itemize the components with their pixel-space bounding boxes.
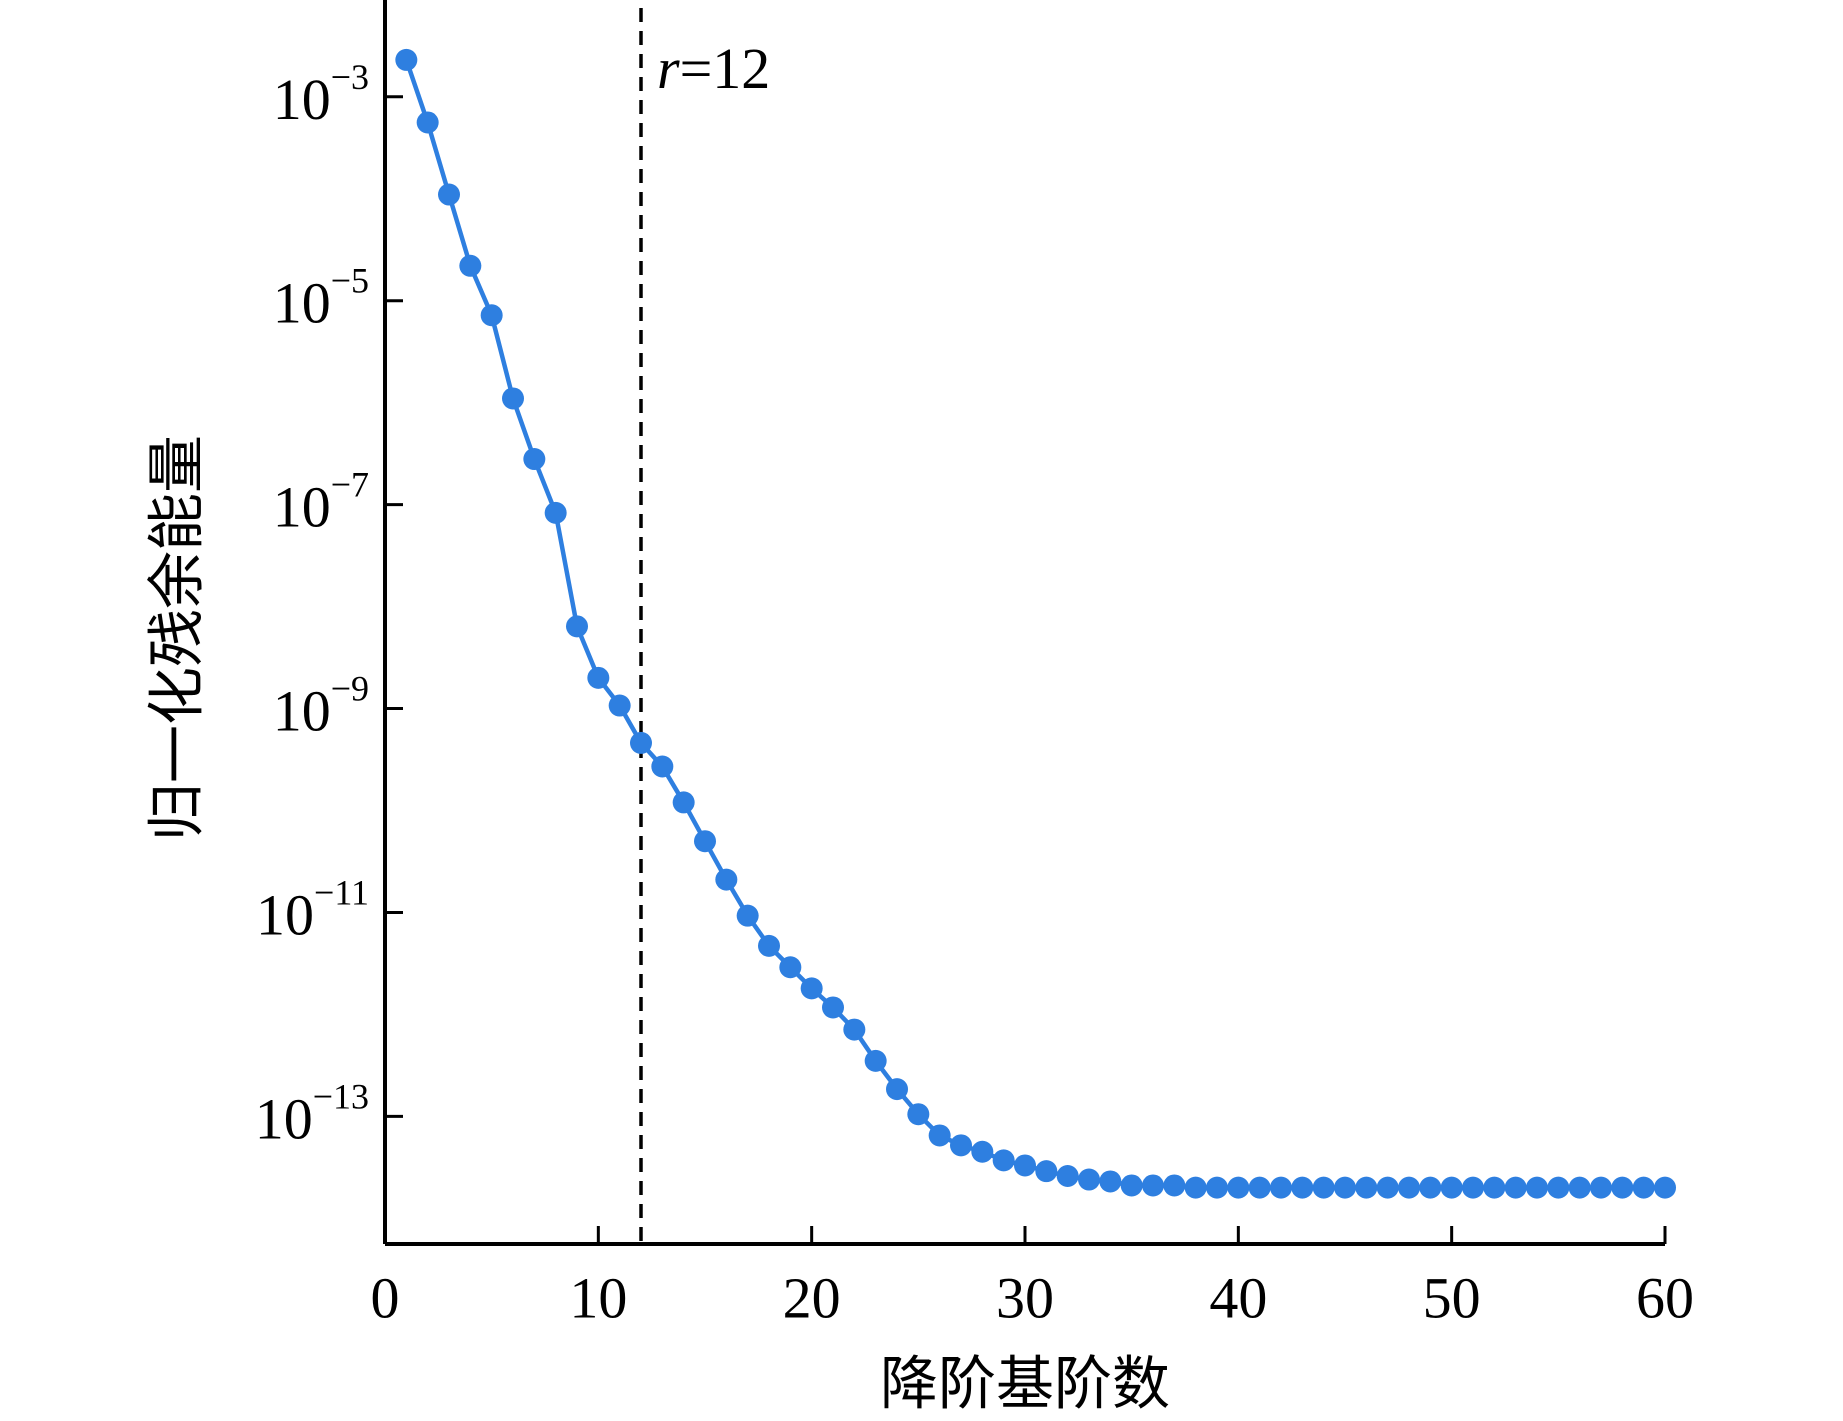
y-tick-label: 10−11 [256, 872, 369, 947]
data-point [950, 1134, 972, 1157]
y-tick-label: 10−9 [273, 669, 369, 744]
x-tick-label: 20 [783, 1265, 841, 1330]
data-point [1398, 1176, 1420, 1199]
data-point [907, 1103, 930, 1126]
data-point [672, 791, 695, 814]
data-point [715, 868, 738, 891]
x-axis-label: 降阶基阶数 [880, 1351, 1170, 1416]
data-point [1376, 1176, 1399, 1199]
y-tick-label: 10−7 [273, 465, 369, 540]
data-point [1163, 1174, 1186, 1197]
data-point [758, 934, 780, 957]
data-point [822, 996, 844, 1019]
data-point [1654, 1176, 1676, 1199]
data-point [864, 1049, 887, 1072]
data-point [566, 615, 588, 638]
y-tick-exponent: −3 [331, 57, 369, 97]
data-point [416, 111, 439, 134]
y-tick-exponent: −9 [331, 669, 369, 709]
data-point [1526, 1176, 1548, 1199]
data-point [523, 448, 546, 471]
data-point [1547, 1176, 1570, 1199]
data-point [971, 1140, 994, 1163]
y-tick-base: 10 [256, 882, 314, 947]
series-line [404, 59, 1665, 1190]
x-tick-label: 30 [996, 1265, 1054, 1330]
data-point [1206, 1176, 1228, 1199]
x-tick-label: 50 [1423, 1265, 1481, 1330]
data-point [1056, 1165, 1079, 1188]
data-point [1248, 1176, 1271, 1199]
data-point [502, 387, 524, 410]
data-point [1014, 1154, 1036, 1177]
x-tick-label: 40 [1209, 1265, 1267, 1330]
data-point [736, 904, 759, 927]
data-point [480, 304, 503, 327]
y-tick-exponent: −7 [331, 465, 369, 505]
y-tick-label: 10−5 [273, 261, 369, 336]
data-point [608, 694, 631, 717]
data-point [1184, 1176, 1207, 1199]
data-point [1142, 1174, 1164, 1197]
data-point [1035, 1160, 1058, 1183]
data-point [395, 48, 418, 71]
y-tick-label: 10−13 [255, 1076, 369, 1151]
y-tick-exponent: −11 [314, 872, 369, 912]
data-point [1632, 1176, 1655, 1199]
x-tick-label: 60 [1636, 1265, 1694, 1330]
y-tick-exponent: −13 [313, 1076, 369, 1116]
data-point [1611, 1176, 1634, 1199]
annotation: r=12 [657, 36, 770, 101]
data-point [1462, 1176, 1484, 1199]
data-point [1355, 1176, 1378, 1199]
data-point [800, 977, 823, 1000]
data-point [1419, 1176, 1442, 1199]
data-point [459, 254, 482, 277]
x-tick-label: 0 [371, 1265, 400, 1330]
y-tick-base: 10 [273, 271, 331, 336]
data-point [630, 731, 652, 754]
data-point [544, 501, 567, 524]
data-point [1078, 1168, 1100, 1191]
annotation-variable: r [657, 36, 680, 101]
data-point [694, 830, 716, 853]
data-point [1504, 1176, 1527, 1199]
data-point [779, 956, 802, 979]
data-point [1270, 1176, 1292, 1199]
data-point [1120, 1174, 1143, 1197]
data-point [1291, 1176, 1314, 1199]
data-point [587, 666, 610, 689]
data-point [1227, 1176, 1250, 1199]
data-point [1483, 1176, 1506, 1199]
data-point [928, 1124, 951, 1147]
data-point [992, 1149, 1015, 1172]
data-point [1440, 1176, 1463, 1199]
y-tick-base: 10 [255, 1086, 313, 1151]
data-point [1568, 1176, 1591, 1199]
data-point [1312, 1176, 1335, 1199]
y-axis-label: 归一化残余能量 [144, 435, 209, 841]
data-point [1590, 1176, 1612, 1199]
data-point [1099, 1170, 1122, 1193]
y-tick-exponent: −5 [331, 261, 369, 301]
data-point [651, 755, 674, 778]
y-tick-base: 10 [273, 67, 331, 132]
y-tick-base: 10 [273, 475, 331, 540]
y-tick-base: 10 [273, 679, 331, 744]
data-point [886, 1078, 908, 1101]
y-tick-label: 10−3 [273, 57, 369, 132]
x-tick-label: 10 [569, 1265, 627, 1330]
data-point [843, 1018, 866, 1041]
data-point [1334, 1176, 1356, 1199]
data-point [438, 183, 460, 206]
annotation-value: =12 [680, 36, 771, 101]
